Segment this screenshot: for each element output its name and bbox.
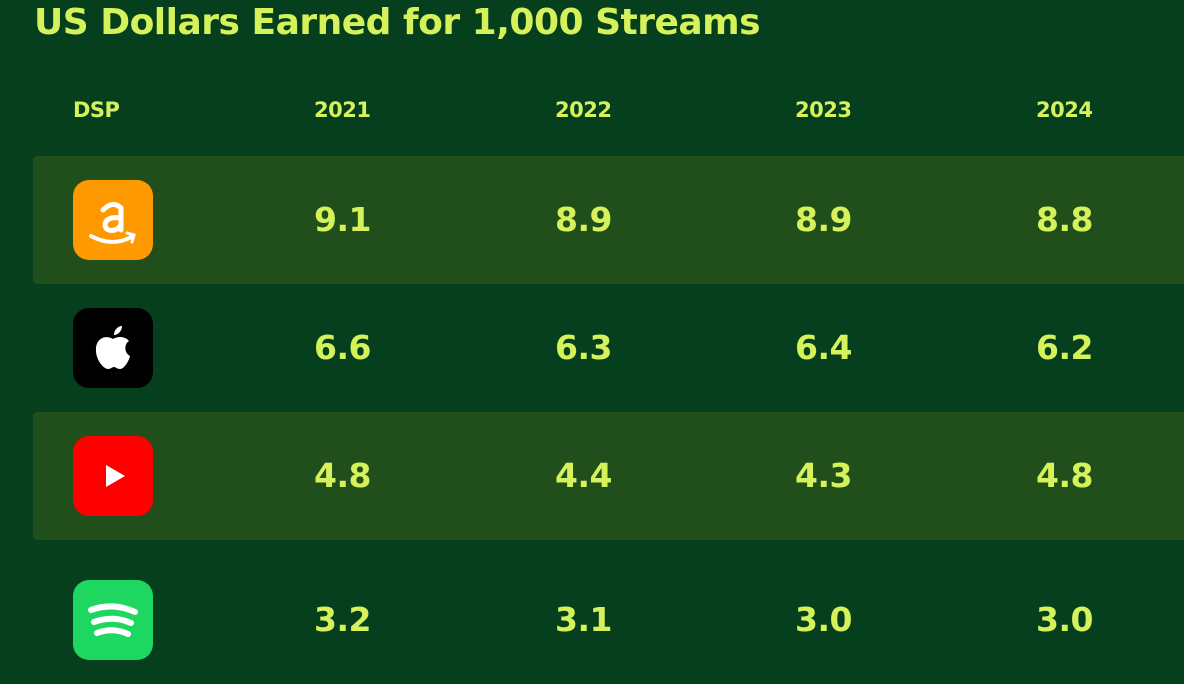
column-header: 2023: [795, 98, 852, 122]
table-cell: 8.9: [795, 200, 852, 239]
apple-icon: [73, 308, 153, 388]
table-cell: 4.8: [314, 456, 371, 495]
table-cell: 9.1: [314, 200, 371, 239]
table-row: 4.8 4.4 4.3 4.8: [33, 412, 1184, 540]
table-cell: 8.8: [1036, 200, 1093, 239]
table-cell: 6.3: [555, 328, 612, 367]
column-header: 2022: [555, 98, 612, 122]
youtube-icon: [73, 436, 153, 516]
table-cell: 4.8: [1036, 456, 1093, 495]
column-header: DSP: [73, 98, 120, 122]
table-cell: 6.6: [314, 328, 371, 367]
title: US Dollars Earned for 1,000 Streams: [34, 2, 761, 43]
table-row: 6.6 6.3 6.4 6.2: [33, 284, 1184, 412]
table-cell: 6.4: [795, 328, 852, 367]
table-cell: 3.0: [795, 600, 852, 639]
table-cell: 4.3: [795, 456, 852, 495]
table-row: 9.1 8.9 8.9 8.8: [33, 156, 1184, 284]
table-cell: 3.2: [314, 600, 371, 639]
table-cell: 6.2: [1036, 328, 1093, 367]
column-header: 2021: [314, 98, 371, 122]
table-row: 3.2 3.1 3.0 3.0: [33, 556, 1184, 684]
table-cell: 4.4: [555, 456, 612, 495]
column-header: 2024: [1036, 98, 1093, 122]
table-cell: 3.0: [1036, 600, 1093, 639]
amazon-icon: [73, 180, 153, 260]
table-cell: 8.9: [555, 200, 612, 239]
spotify-icon: [73, 580, 153, 660]
page: {"header": {"title": "US Dollars Earned …: [33, 2, 1184, 660]
table-cell: 3.1: [555, 600, 612, 639]
